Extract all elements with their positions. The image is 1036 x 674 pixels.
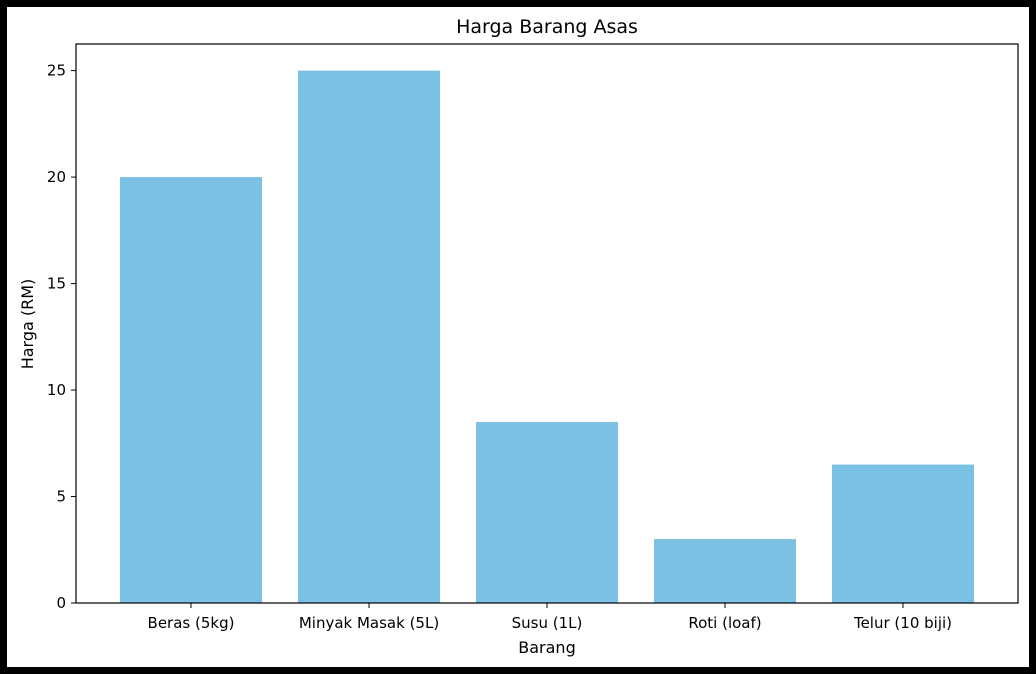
y-tick-label: 0	[56, 594, 66, 612]
y-tick-label: 5	[56, 488, 66, 506]
bar-3	[654, 539, 796, 603]
x-tick-label: Susu (1L)	[512, 614, 583, 632]
x-tick-label: Beras (5kg)	[148, 614, 235, 632]
y-tick-label: 25	[47, 62, 66, 80]
x-axis-title: Barang	[518, 638, 575, 657]
x-axis: Beras (5kg) Minyak Masak (5L) Susu (1L) Rot…	[148, 603, 952, 632]
plot-frame	[75, 43, 1019, 604]
y-tick-label: 10	[47, 381, 66, 399]
bar-2	[476, 421, 618, 603]
y-tick-label: 20	[47, 168, 66, 186]
bars-layer	[120, 70, 974, 604]
y-tick-label: 15	[47, 275, 66, 293]
chart-title: Harga Barang Asas	[456, 16, 638, 38]
x-tick-label: Minyak Masak (5L)	[299, 614, 439, 632]
y-axis-title: Harga (RM)	[18, 279, 37, 370]
x-tick-label: Roti (loaf)	[688, 614, 761, 632]
x-tick-label: Telur (10 biji)	[853, 614, 952, 632]
bar-0	[120, 177, 262, 603]
bar-4	[832, 464, 974, 603]
y-axis: 0 5 10 15 20 25	[47, 62, 76, 612]
bar-1	[298, 70, 440, 604]
